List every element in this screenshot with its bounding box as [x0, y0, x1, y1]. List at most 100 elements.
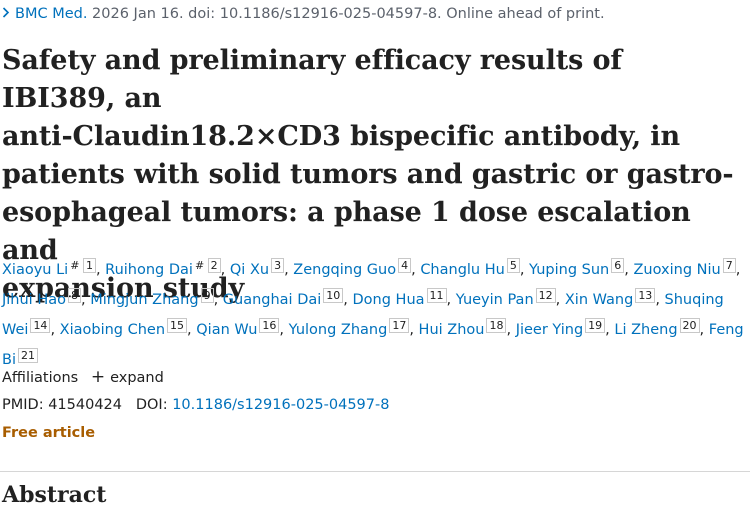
author-link[interactable]: Shuqing Wei [2, 292, 724, 338]
author-affiliation-marker: 17 [389, 318, 410, 333]
affiliation-number[interactable]: 5 [506, 258, 520, 273]
affiliation-number[interactable]: 12 [535, 288, 556, 303]
author-item: Yulong Zhang 17 [288, 318, 410, 338]
author-item: Li Zheng 20 [614, 318, 700, 338]
author-item: Changlu Hu 5 [420, 258, 520, 278]
affiliation-number[interactable]: 7 [722, 258, 736, 273]
author-item: Feng Bi 21 [2, 322, 744, 368]
author-affiliation-marker: 20 [679, 318, 700, 333]
affiliation-number[interactable]: 17 [389, 318, 410, 333]
author-affiliation-marker: 18 [486, 318, 507, 333]
affiliations-toggle: Affiliations + expand [2, 366, 164, 389]
affiliation-number[interactable]: 19 [585, 318, 606, 333]
affiliation-number[interactable]: 21 [17, 348, 38, 363]
article-title: Safety and preliminary efficacy results … [2, 42, 742, 308]
doi-link[interactable]: 10.1186/s12916-025-04597-8 [172, 397, 390, 413]
author-item: Hui Zhou 18 [418, 318, 507, 338]
author-affiliation-marker: 21 [17, 348, 38, 363]
author-affiliation-marker: 15 [167, 318, 188, 333]
author-affiliation-marker: 5 [506, 258, 520, 273]
author-link[interactable]: Xiaoyu Li [2, 262, 69, 278]
author-affiliation-marker: 16 [259, 318, 280, 333]
author-link[interactable]: Yulong Zhang [288, 322, 388, 338]
author-item: Xiaobing Chen 15 [59, 318, 188, 338]
title-line: anti-Claudin18.2×CD3 bispecific antibody… [2, 121, 680, 152]
affiliation-number[interactable]: 18 [486, 318, 507, 333]
author-item: Qian Wu 16 [196, 318, 280, 338]
author-link[interactable]: Ruihong Dai [105, 262, 193, 278]
affiliation-number[interactable]: 10 [323, 288, 344, 303]
section-divider [0, 471, 750, 472]
author-affiliation-marker: # 2 [194, 258, 221, 273]
author-item: Zuoxing Niu 7 [633, 258, 736, 278]
author-affiliation-marker: 8 [67, 288, 81, 303]
author-item: Xin Wang 13 [564, 288, 656, 308]
author-affiliation-marker: 7 [722, 258, 736, 273]
author-item: Jihui Hao 8 [2, 288, 81, 308]
doi-label: DOI: [135, 397, 168, 413]
author-affiliation-marker: 4 [398, 258, 412, 273]
affiliation-number[interactable]: 6 [611, 258, 625, 273]
author-affiliation-marker: # 1 [70, 258, 96, 273]
author-link[interactable]: Mingjun Zhang [90, 292, 199, 308]
author-link[interactable]: Guanghai Dai [222, 292, 322, 308]
citation-details: 2026 Jan 16. doi: 10.1186/s12916-025-045… [92, 6, 605, 22]
affiliation-number[interactable]: 13 [635, 288, 656, 303]
author-link[interactable]: Yueyin Pan [455, 292, 534, 308]
author-affiliation-marker: 10 [323, 288, 344, 303]
equal-contribution-mark: # [194, 259, 205, 272]
author-link[interactable]: Jihui Hao [2, 292, 66, 308]
author-item: Shuqing Wei 14 [2, 292, 724, 338]
affiliation-number[interactable]: 2 [207, 258, 221, 273]
author-link[interactable]: Dong Hua [352, 292, 425, 308]
author-affiliation-marker: 12 [535, 288, 556, 303]
author-item: Zengqing Guo 4 [293, 258, 412, 278]
author-affiliation-marker: 6 [611, 258, 625, 273]
free-article-badge: Free article [2, 425, 96, 441]
expand-label: expand [110, 370, 164, 386]
author-affiliation-marker: 11 [426, 288, 447, 303]
chevron-right-icon[interactable] [2, 4, 12, 24]
affiliation-number[interactable]: 20 [679, 318, 700, 333]
author-link[interactable]: Hui Zhou [418, 322, 485, 338]
affiliation-number[interactable]: 9 [200, 288, 214, 303]
author-link[interactable]: Li Zheng [614, 322, 678, 338]
citation-line: BMC Med. 2026 Jan 16. doi: 10.1186/s1291… [2, 4, 605, 24]
equal-contribution-mark: # [70, 259, 80, 272]
identifiers: PMID: 41540424 DOI: 10.1186/s12916-025-0… [2, 394, 389, 416]
author-link[interactable]: Changlu Hu [420, 262, 505, 278]
author-item: Guanghai Dai 10 [222, 288, 344, 308]
author-item: Xiaoyu Li # 1 [2, 258, 96, 278]
author-link[interactable]: Feng Bi [2, 322, 744, 368]
affiliation-number[interactable]: 16 [259, 318, 280, 333]
affiliation-number[interactable]: 3 [271, 258, 285, 273]
author-link[interactable]: Xiaobing Chen [59, 322, 166, 338]
affiliation-number[interactable]: 11 [426, 288, 447, 303]
title-line: Safety and preliminary efficacy results … [2, 45, 622, 114]
author-link[interactable]: Qi Xu [229, 262, 270, 278]
author-item: Jieer Ying 19 [515, 318, 606, 338]
author-item: Mingjun Zhang 9 [90, 288, 214, 308]
author-link[interactable]: Jieer Ying [515, 322, 584, 338]
affiliation-number[interactable]: 8 [67, 288, 81, 303]
author-link[interactable]: Yuping Sun [529, 262, 610, 278]
author-affiliation-marker: 14 [30, 318, 51, 333]
author-item: Yuping Sun 6 [529, 258, 625, 278]
journal-link[interactable]: BMC Med. [15, 6, 88, 22]
author-link[interactable]: Zuoxing Niu [633, 262, 721, 278]
affiliation-number[interactable]: 1 [82, 258, 96, 273]
affiliation-number[interactable]: 15 [167, 318, 188, 333]
title-line: patients with solid tumors and gastric o… [2, 159, 734, 190]
abstract-heading: Abstract [2, 482, 107, 508]
affiliations-label: Affiliations [2, 370, 79, 386]
author-link[interactable]: Xin Wang [564, 292, 634, 308]
author-affiliation-marker: 3 [271, 258, 285, 273]
author-affiliation-marker: 9 [200, 288, 214, 303]
affiliation-number[interactable]: 4 [398, 258, 412, 273]
plus-icon: + [90, 367, 106, 387]
title-line: esophageal tumors: a phase 1 dose escala… [2, 197, 691, 266]
author-link[interactable]: Qian Wu [196, 322, 258, 338]
author-link[interactable]: Zengqing Guo [293, 262, 397, 278]
affiliation-number[interactable]: 14 [30, 318, 51, 333]
expand-affiliations-button[interactable]: + expand [90, 367, 164, 387]
